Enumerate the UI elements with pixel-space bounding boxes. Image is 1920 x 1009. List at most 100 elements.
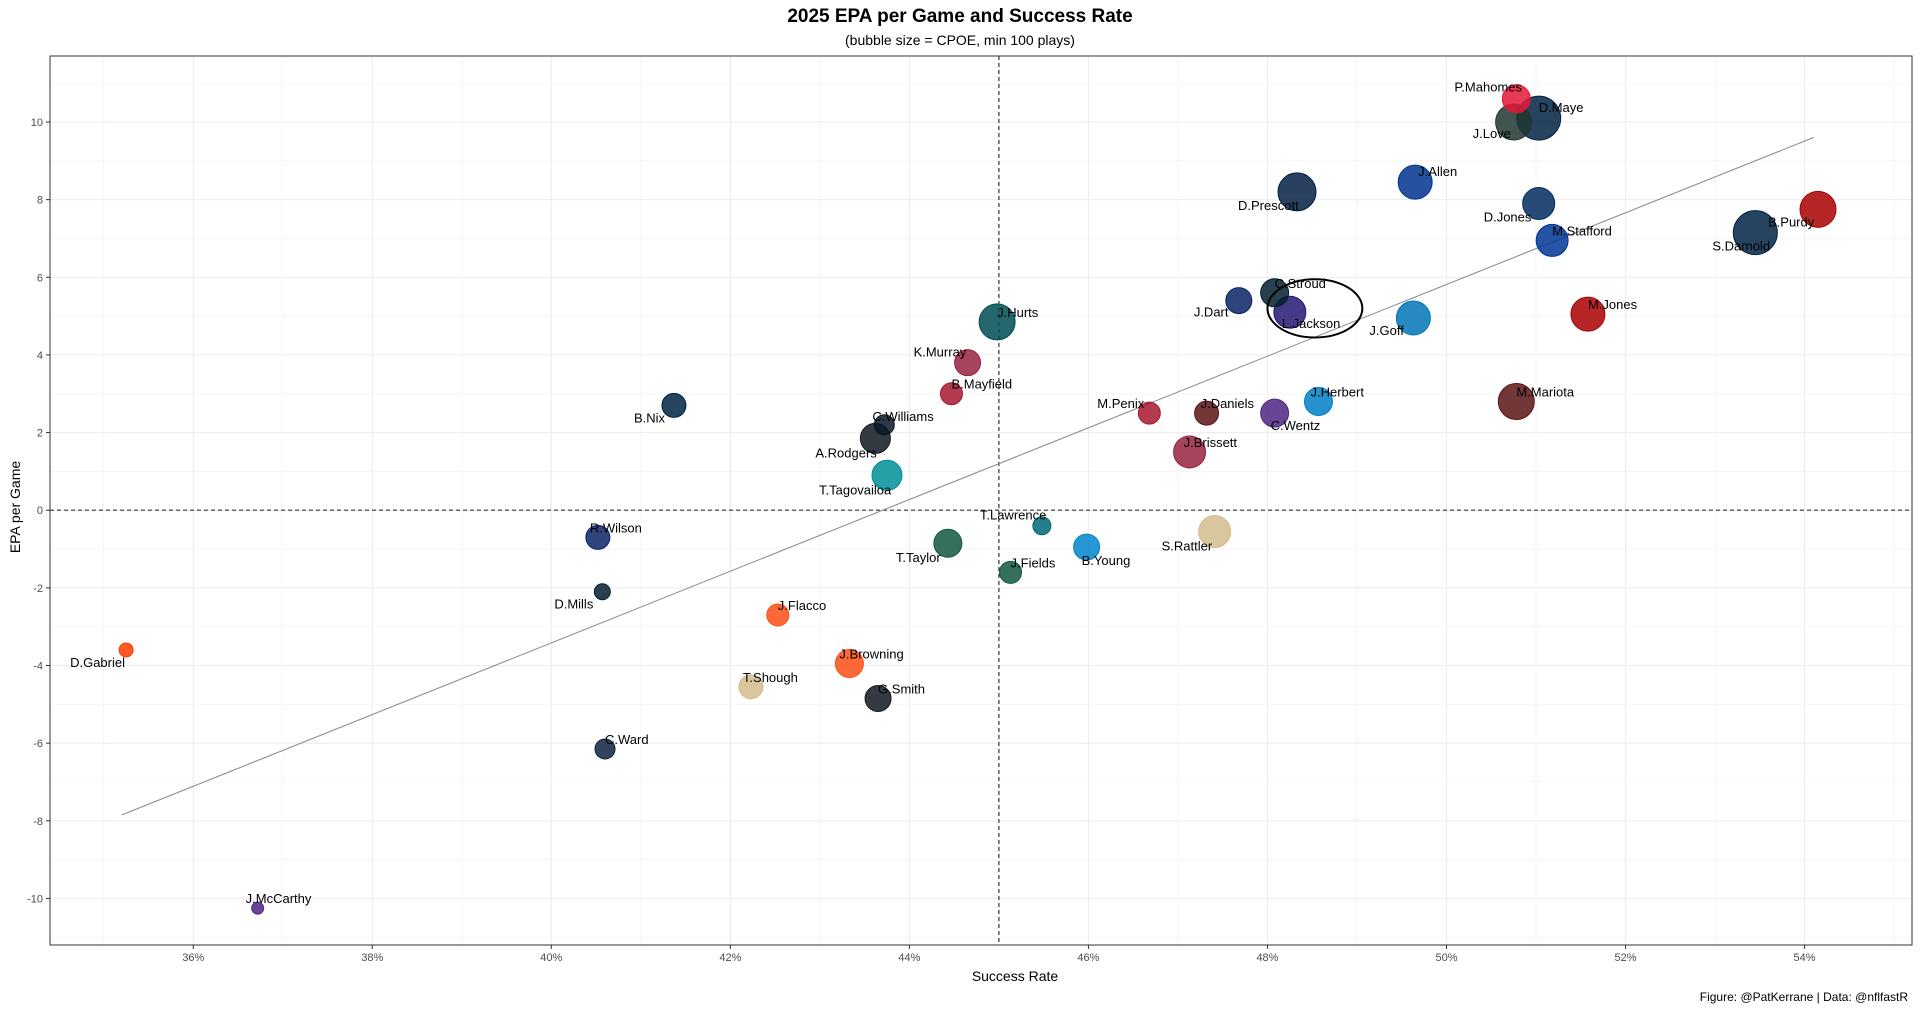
point-s-rattler (1198, 515, 1232, 549)
point-s-darnold (1732, 210, 1778, 256)
point-label-g-smith: G.Smith (878, 681, 925, 696)
point-c-ward (594, 738, 616, 760)
point-p-mahomes (1501, 84, 1531, 114)
x-tick-label: 46% (1077, 952, 1099, 964)
point-label-d-jones: D.Jones (1484, 210, 1532, 225)
point-label-j-hurts: J.Hurts (997, 305, 1039, 320)
point-label-s-rattler: S.Rattler (1162, 539, 1213, 554)
x-tick-label: 42% (719, 952, 741, 964)
point-c-wentz (1260, 398, 1290, 428)
point-d-mills (593, 583, 611, 601)
point-label-b-young: B.Young (1082, 553, 1131, 568)
point-label-d-prescott: D.Prescott (1238, 198, 1299, 213)
point-t-lawrence (1032, 516, 1052, 536)
x-axis-title: Success Rate (972, 968, 1059, 984)
y-tick-label: -10 (27, 893, 43, 905)
point-j-brissett (1173, 435, 1207, 469)
point-d-jones (1522, 187, 1556, 221)
point-label-t-tagovailoa: T.Tagovailoa (819, 482, 892, 497)
point-b-nix (661, 392, 687, 418)
y-tick-label: 4 (37, 350, 43, 362)
chart-subtitle: (bubble size = CPOE, min 100 plays) (845, 32, 1075, 48)
x-tick-label: 50% (1435, 952, 1457, 964)
y-tick-label: -4 (33, 660, 43, 672)
reference-lines (50, 56, 1912, 945)
x-tick-label: 40% (540, 952, 562, 964)
point-label-l-jackson: L.Jackson (1282, 316, 1341, 331)
chart-caption: Figure: @PatKerrane | Data: @nflfastR (1699, 990, 1908, 1004)
point-j-mccarthy (251, 901, 265, 915)
point-label-d-maye: D.Maye (1539, 100, 1584, 115)
point-k-murray (954, 349, 982, 377)
point-label-s-darnold: S.Darnold (1712, 239, 1770, 254)
point-j-flacco (766, 603, 790, 627)
y-tick-label: 0 (37, 505, 43, 517)
y-axis-title: EPA per Game (7, 461, 23, 554)
point-label-b-mayfield: B.Mayfield (951, 377, 1012, 392)
highlight-layer (1266, 278, 1364, 339)
y-tick-label: 6 (37, 272, 43, 284)
y-tick-label: 2 (37, 428, 43, 440)
point-label-c-stroud: C.Stroud (1275, 276, 1326, 291)
point-m-jones (1570, 296, 1606, 332)
point-j-daniels (1194, 400, 1220, 426)
point-b-purdy (1799, 190, 1837, 228)
plot-border (49, 55, 1913, 946)
point-label-j-love: J.Love (1473, 126, 1511, 141)
point-g-smith (864, 684, 892, 712)
point-c-williams (873, 414, 895, 436)
point-t-taylor (933, 528, 963, 558)
point-label-j-herbert: J.Herbert (1310, 385, 1364, 400)
point-r-wilson (585, 524, 611, 550)
highlight-ellipse (1266, 278, 1364, 339)
y-tick-label: -2 (33, 583, 43, 595)
point-m-mariota (1497, 383, 1535, 421)
point-label-j-flacco: J.Flacco (778, 598, 826, 613)
point-label-j-dart: J.Dart (1194, 305, 1229, 320)
axis-layer: 36% 38% 40% 42% 44% 46% 48% 50% 52% 54% 10 8 6 4 2 0 -2 -… (27, 55, 1913, 964)
point-labels-layer: P.Mahomes J.Love D.Maye J.Allen D.Prescott D.… (70, 80, 1815, 906)
point-j-allen (1397, 164, 1433, 200)
point-label-r-wilson: R.Wilson (590, 520, 642, 535)
y-tick-label: -6 (33, 738, 43, 750)
trend-line-layer (121, 137, 1814, 816)
point-d-gabriel (118, 642, 134, 658)
point-j-goff (1395, 300, 1431, 336)
y-tick-label: -8 (33, 816, 43, 828)
x-tick-label: 38% (361, 952, 383, 964)
point-label-j-mccarthy: J.McCarthy (246, 891, 312, 906)
x-tick-label: 44% (898, 952, 920, 964)
point-label-m-mariota: M.Mariota (1516, 385, 1575, 400)
x-tick-label: 52% (1615, 952, 1637, 964)
point-m-stafford (1535, 223, 1569, 257)
point-label-j-browning: J.Browning (839, 647, 903, 662)
chart-title: 2025 EPA per Game and Success Rate (787, 6, 1133, 27)
point-j-dart (1225, 287, 1253, 315)
grid-layer (50, 56, 1912, 945)
point-j-hurts (978, 303, 1016, 341)
point-label-j-fields: J.Fields (1011, 555, 1056, 570)
x-tick-label: 54% (1794, 952, 1816, 964)
point-label-c-ward: C.Ward (605, 732, 649, 747)
point-j-browning (834, 649, 864, 679)
y-tick-label: 10 (31, 117, 43, 129)
point-label-a-rodgers: A.Rodgers (815, 445, 877, 460)
point-t-tagovailoa (871, 459, 903, 491)
x-tick-label: 36% (182, 952, 204, 964)
point-label-t-lawrence: T.Lawrence (980, 508, 1046, 523)
point-label-t-shough: T.Shough (743, 670, 798, 685)
point-label-j-daniels: J.Daniels (1201, 396, 1255, 411)
point-label-j-allen: J.Allen (1418, 164, 1457, 179)
point-label-b-purdy: B.Purdy (1768, 214, 1815, 229)
point-label-t-taylor: T.Taylor (896, 550, 941, 565)
point-label-j-goff: J.Goff (1369, 323, 1404, 338)
point-b-young (1073, 533, 1101, 561)
point-t-shough (738, 674, 764, 700)
point-label-j-brissett: J.Brissett (1184, 435, 1238, 450)
point-b-mayfield (939, 382, 963, 406)
point-j-fields (999, 560, 1023, 584)
point-d-prescott (1277, 172, 1317, 212)
point-label-d-gabriel: D.Gabriel (70, 655, 125, 670)
y-tick-label: 8 (37, 195, 43, 207)
